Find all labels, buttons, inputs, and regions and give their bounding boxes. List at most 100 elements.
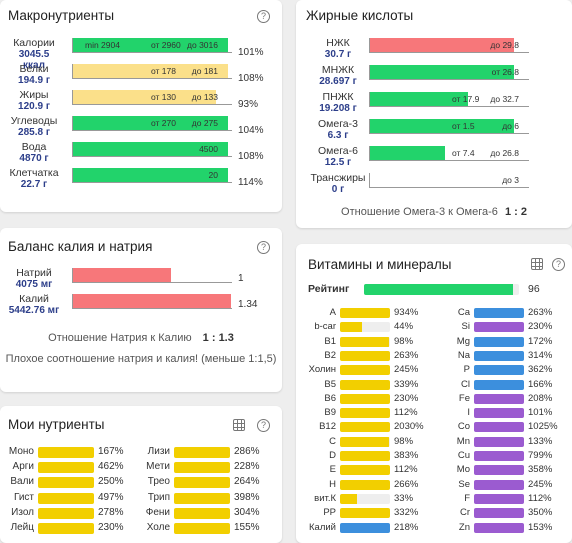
nutrient-bar <box>474 522 524 533</box>
my-nutrient-bar <box>38 507 94 519</box>
my-nutrient-name: Арги <box>12 461 34 473</box>
nutrient-percent: 112% <box>394 464 418 476</box>
potassium-sodium-card: Баланс калия и натрия ? Натрий 4075 мг 1 Ка… <box>0 228 282 392</box>
fatty-to: до 6 <box>502 121 519 131</box>
table-view-icon[interactable] <box>531 258 543 270</box>
nutrient-percent: 266% <box>394 478 419 490</box>
nutrient-name: PP <box>323 507 336 519</box>
my-nutrient-bar <box>174 477 230 489</box>
my-nutrient-name: Лейц <box>10 522 34 533</box>
help-icon[interactable]: ? <box>257 419 270 432</box>
fatty-name: ПНЖК <box>322 91 354 103</box>
kna-bar-fill <box>73 268 171 282</box>
nutrient-percent: 245% <box>394 364 419 376</box>
macro-percent: 108% <box>238 73 264 84</box>
my-nutrient-name: Трип <box>147 491 170 503</box>
kna-bar-fill <box>73 294 231 308</box>
my-nutrient-percent: 155% <box>234 522 260 533</box>
nutrient-percent: 218% <box>394 521 419 533</box>
nutrient-name: Mg <box>456 335 470 347</box>
nutrient-bar-fill <box>474 365 524 376</box>
my-nutrient-percent: 228% <box>234 461 260 473</box>
macro-min: min 2904 <box>85 40 120 50</box>
my-nutrient-percent: 497% <box>98 491 124 503</box>
nutrient-bar-fill <box>474 393 524 404</box>
help-icon[interactable]: ? <box>257 10 270 23</box>
nutrient-name: C <box>329 435 336 447</box>
nutrient-percent: 314% <box>528 349 553 361</box>
nutrient-bar-fill <box>474 408 524 419</box>
macro-bar-fill <box>73 168 228 182</box>
macro-label: Клетчатка 22.7 г <box>2 168 66 191</box>
nutrient-percent: 339% <box>394 378 419 390</box>
nutrient-name: вит.К <box>314 492 336 504</box>
nutrient-percent: 230% <box>394 392 419 404</box>
nutrient-bar <box>340 322 390 333</box>
nutrient-bar <box>340 479 390 490</box>
macro-name: Жиры <box>19 89 49 101</box>
macro-to: до 275 <box>191 118 218 128</box>
my-nutrient-percent: 167% <box>98 446 124 457</box>
nutrient-percent: 362% <box>528 364 553 376</box>
my-nutrients-title: Мои нутриенты <box>8 417 105 432</box>
fatty-bar-fill <box>370 92 468 106</box>
nutrient-row: Cl 166% <box>434 378 564 391</box>
nutrient-row: Mn 133% <box>434 435 564 448</box>
nutrient-name: Co <box>457 421 470 433</box>
kna-value: 5442.76 мг <box>8 305 60 316</box>
fatty-value: 6.3 г <box>327 130 349 141</box>
fatty-label: НЖК 30.7 г <box>306 37 370 61</box>
nutrient-name: A <box>329 307 336 318</box>
nutrient-percent: 101% <box>528 407 553 419</box>
fatty-to: до 29.8 <box>490 40 519 50</box>
macro-bar-fill <box>73 38 228 52</box>
nutrient-bar <box>474 308 524 318</box>
fatty-value: 19.208 г <box>319 103 357 114</box>
my-nutrient-name: Фени <box>145 506 170 518</box>
nutrient-bar-fill <box>340 408 390 419</box>
fatty-name: НЖК <box>326 37 350 49</box>
macro-bar-fill <box>73 142 228 156</box>
fatty-bar-fill <box>370 65 514 79</box>
my-nutrient-bar <box>174 462 230 474</box>
my-nutrient-bar <box>38 477 94 489</box>
nutrient-bar-fill <box>340 493 357 504</box>
nutrient-bar <box>474 408 524 419</box>
kna-name: Калий <box>19 293 49 305</box>
my-nutrient-row: Трип 398% <box>140 491 270 505</box>
nutrient-bar <box>340 465 390 476</box>
nutrient-row: Zn 153% <box>434 521 564 534</box>
nutrient-bar <box>340 379 390 390</box>
my-nutrient-name: Мети <box>146 461 170 473</box>
fatty-from: от 17.9 <box>452 94 480 104</box>
nutrient-bar-fill <box>474 422 524 433</box>
my-nutrient-row: Изол 278% <box>4 506 134 520</box>
my-nutrient-bar <box>38 462 94 474</box>
help-icon[interactable]: ? <box>552 258 565 271</box>
macro-label: Жиры 120.9 г <box>2 89 66 113</box>
rating-bar-fill <box>364 284 513 295</box>
nutrient-percent: 98% <box>394 335 414 347</box>
nutrient-percent: 98% <box>394 435 414 447</box>
help-icon[interactable]: ? <box>257 241 270 254</box>
nutrient-row: Co 1025% <box>434 420 564 433</box>
nutrient-name: Mo <box>456 464 470 476</box>
table-view-icon[interactable] <box>233 419 245 431</box>
macro-percent: 93% <box>238 99 259 110</box>
kna-label: Натрий 4075 мг <box>2 268 66 291</box>
macro-unit: ккал <box>23 60 45 71</box>
nutrient-bar <box>474 465 524 476</box>
vitamins-minerals-card: Витамины и минералы ? Рейтинг 96 A 934% b-… <box>296 244 572 543</box>
nutrient-row: I 101% <box>434 406 564 419</box>
nutrient-bar-fill <box>340 379 390 390</box>
nutrient-name: Холин <box>308 364 336 376</box>
nutrient-bar-fill <box>474 308 524 318</box>
my-nutrient-row: Холе 155% <box>140 521 270 535</box>
fatty-bar-fill <box>370 146 445 160</box>
nutrient-row: Mg 172% <box>434 335 564 348</box>
nutrient-percent: 172% <box>528 335 553 347</box>
my-nutrient-name: Изол <box>11 506 34 518</box>
my-nutrients-card: Мои нутриенты ? Моно 167% Арги 462% Вали 250%… <box>0 406 282 543</box>
my-nutrient-percent: 462% <box>98 461 124 473</box>
nutrient-percent: 230% <box>528 321 553 333</box>
